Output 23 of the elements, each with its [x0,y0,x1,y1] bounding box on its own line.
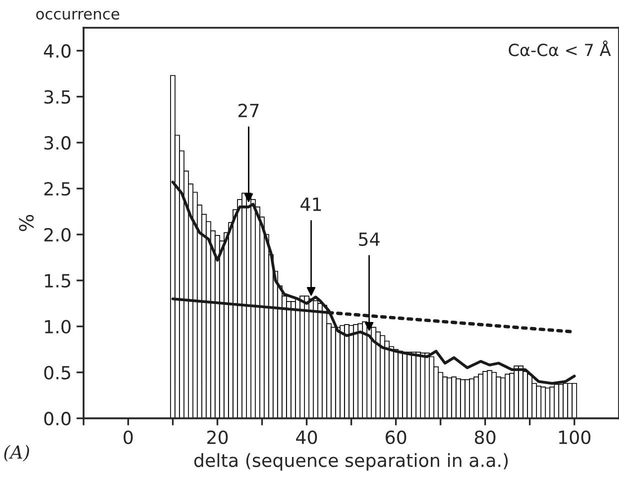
x-tick-label: 80 [474,430,496,444]
x-tick-label: 0 [124,430,133,444]
y-tick-label: 1.5 [45,274,70,288]
text: (A) [4,444,30,462]
y-tick-label: 1.0 [45,320,71,334]
y-tick-label: 2.5 [44,182,70,196]
annotation: Cα-Cα < 7 Å [508,40,611,56]
y-tick-label: 2.0 [44,228,71,242]
x-tick-label: 60 [386,430,406,444]
annotation: 54 [359,232,380,246]
x-tick-label: 20 [207,430,228,444]
y-tick-label: 0.5 [44,366,70,380]
y-axis-title: % [19,214,34,232]
x-tick-label: 40 [296,430,317,444]
x-tick-label: 100 [559,430,590,444]
annotation: 41 [300,198,321,211]
y-tick-label: 3.0 [44,136,71,150]
y-tick-label: 3.5 [44,90,70,104]
chart-title: occurrence [36,10,120,20]
y-tick-label: 0.0 [44,412,71,426]
y-tick-label: 4.0 [44,44,71,58]
x-axis-title: delta (sequence separation in a.a.) [194,453,508,471]
annotation: 27 [238,104,259,118]
